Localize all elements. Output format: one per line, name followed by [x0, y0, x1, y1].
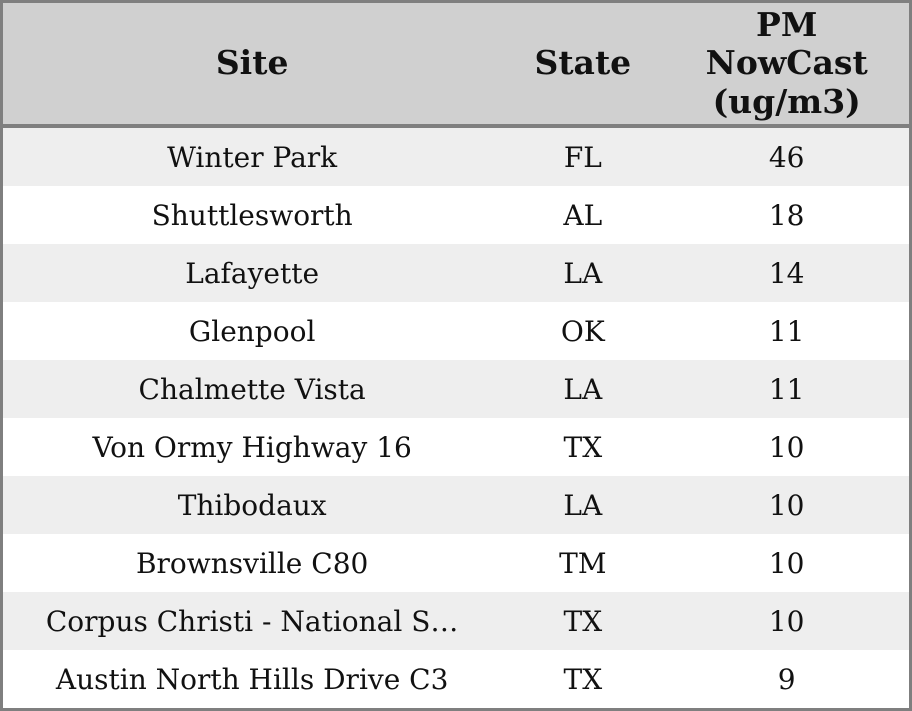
- state-cell: LA: [563, 372, 603, 406]
- pm-cell: 14: [768, 256, 805, 290]
- site-cell: Shuttlesworth: [151, 198, 353, 232]
- state-cell: LA: [563, 256, 603, 290]
- header-row: Site State PM NowCast (ug/m3): [3, 3, 909, 128]
- pm-cell: 46: [768, 140, 805, 174]
- site-cell: Brownsville C80: [135, 546, 369, 580]
- site-cell: Winter Park: [167, 140, 338, 174]
- site-cell: Chalmette Vista: [138, 372, 366, 406]
- column-header-pm-nowcast: PM NowCast (ug/m3): [664, 3, 909, 128]
- pm-cell: 11: [768, 372, 805, 406]
- state-cell: TM: [559, 546, 607, 580]
- site-cell: Austin North Hills Drive C3: [55, 662, 449, 696]
- state-cell: TX: [563, 430, 603, 464]
- site-cell: Corpus Christi - National S…: [45, 604, 459, 638]
- table-row[interactable]: Shuttlesworth AL 18: [3, 186, 909, 244]
- column-header-site: Site: [3, 3, 502, 128]
- site-cell: Lafayette: [185, 256, 320, 290]
- pm-cell: 9: [777, 662, 796, 696]
- state-cell: AL: [563, 198, 603, 232]
- column-header-state: State: [501, 3, 665, 128]
- table-row[interactable]: Von Ormy Highway 16 TX 10: [3, 418, 909, 476]
- pm-cell: 18: [768, 198, 805, 232]
- state-cell: OK: [560, 314, 605, 348]
- state-cell: LA: [563, 488, 603, 522]
- pm-nowcast-table: Site State PM NowCast (ug/m3) Winter Par…: [3, 3, 909, 708]
- state-cell: TX: [563, 662, 603, 696]
- table-row[interactable]: Glenpool OK 11: [3, 302, 909, 360]
- state-cell: FL: [563, 140, 602, 174]
- table-row[interactable]: Thibodaux LA 10: [3, 476, 909, 534]
- pm-cell: 10: [768, 604, 805, 638]
- table-row[interactable]: Chalmette Vista LA 11: [3, 360, 909, 418]
- table-row[interactable]: Corpus Christi - National S… TX 10: [3, 592, 909, 650]
- table-body: Winter Park FL 46 Shuttlesworth AL 18 La…: [3, 126, 909, 708]
- state-cell: TX: [563, 604, 603, 638]
- pm-cell: 10: [768, 488, 805, 522]
- table-header: Site State PM NowCast (ug/m3): [3, 3, 909, 128]
- site-cell: Thibodaux: [177, 488, 327, 522]
- table-row[interactable]: Austin North Hills Drive C3 TX 9: [3, 650, 909, 708]
- site-cell: Glenpool: [188, 314, 316, 348]
- pm-cell: 10: [768, 430, 805, 464]
- pm-cell: 10: [768, 546, 805, 580]
- pm-cell: 11: [768, 314, 805, 348]
- table-row[interactable]: Lafayette LA 14: [3, 244, 909, 302]
- table-row[interactable]: Brownsville C80 TM 10: [3, 534, 909, 592]
- site-cell: Von Ormy Highway 16: [92, 430, 412, 464]
- table-row[interactable]: Winter Park FL 46: [3, 126, 909, 186]
